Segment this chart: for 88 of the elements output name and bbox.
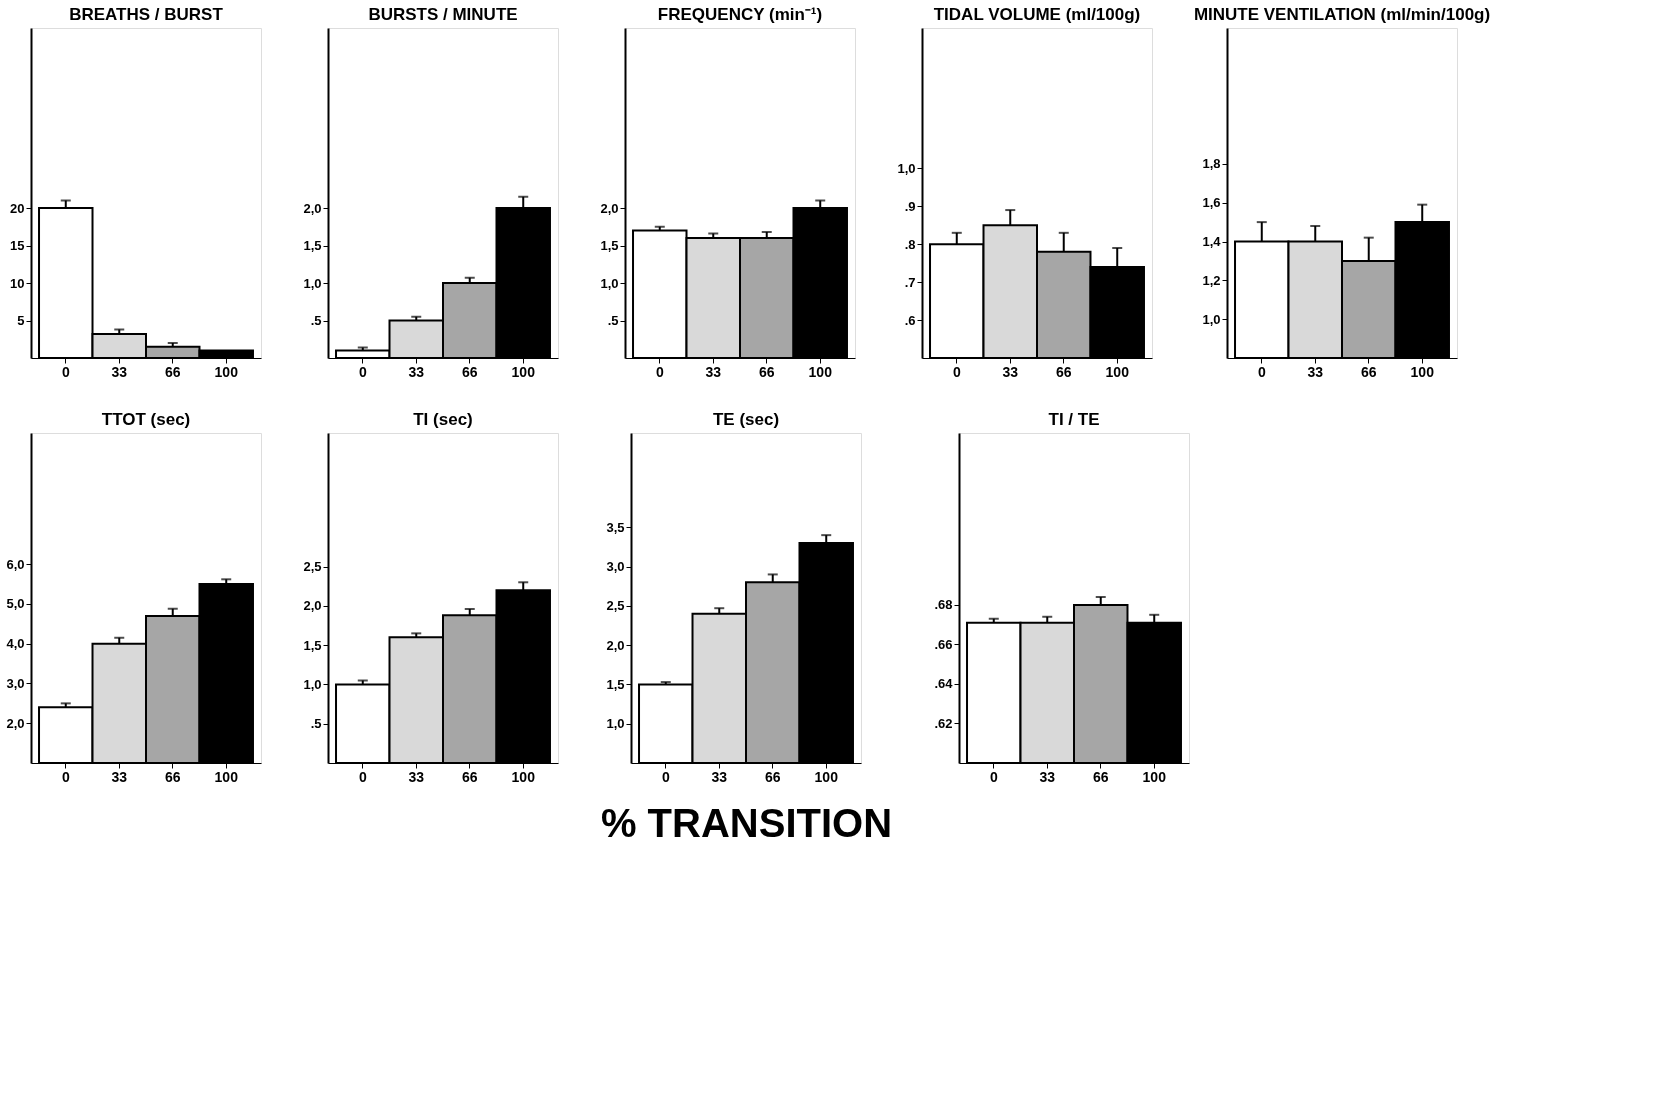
x-tick-label: 33 — [111, 363, 128, 380]
y-tick-label: 1,8 — [1202, 156, 1221, 172]
x-tick-label: 100 — [1105, 363, 1130, 380]
x-tick-label: 0 — [1257, 363, 1266, 380]
x-tick-label: 0 — [358, 363, 367, 380]
y-tick-label: 2,0 — [303, 200, 322, 216]
y-tick-label: .66 — [934, 636, 953, 652]
y-tick-label: 5,0 — [6, 596, 25, 612]
chart-title: TIDAL VOLUME (ml/100g) — [933, 5, 1141, 24]
y-tick-label: .5 — [310, 313, 322, 328]
chart-title: BREATHS / BURST — [69, 5, 224, 24]
y-tick-label: 15 — [10, 238, 25, 253]
y-tick-label: 1,0 — [606, 716, 625, 732]
x-tick-label: 100 — [814, 768, 839, 785]
y-tick-label: .7 — [904, 274, 916, 290]
x-tick-label: 33 — [1307, 363, 1324, 380]
y-tick-label: 1,6 — [1202, 195, 1221, 211]
x-tick-label: 0 — [358, 768, 367, 785]
x-tick-label: 100 — [214, 363, 239, 380]
x-tick-label: 66 — [461, 363, 478, 380]
y-tick-label: 4,0 — [6, 636, 25, 652]
y-tick-label: 10 — [10, 275, 25, 291]
y-tick-label: 1,5 — [303, 238, 322, 253]
y-tick-label: .5 — [310, 716, 322, 732]
x-tick-label: 0 — [989, 768, 998, 785]
y-tick-label: 2,0 — [600, 200, 619, 216]
y-tick-label: 1,5 — [600, 238, 619, 253]
x-tick-label: 0 — [661, 768, 670, 785]
y-tick-label: .6 — [904, 312, 916, 328]
x-tick-label: 33 — [408, 363, 425, 380]
x-tick-label: 33 — [408, 768, 425, 785]
y-tick-label: .64 — [934, 676, 954, 692]
x-tick-label: 33 — [705, 363, 722, 380]
y-tick-label: 20 — [10, 200, 25, 216]
y-tick-label: 1,0 — [600, 275, 619, 291]
x-tick-label: 0 — [655, 363, 664, 380]
y-tick-label: .9 — [904, 198, 916, 214]
y-tick-label: 3,0 — [6, 675, 25, 691]
y-tick-label: 3,0 — [606, 559, 625, 575]
y-tick-label: 1,4 — [1202, 234, 1222, 250]
x-tick-label: 0 — [61, 768, 70, 785]
x-tick-label: 33 — [1039, 768, 1056, 785]
y-tick-label: .8 — [904, 236, 916, 252]
chart-title: TI / TE — [1048, 410, 1100, 429]
y-tick-label: 2,0 — [303, 598, 322, 614]
x-tick-label: 66 — [164, 363, 181, 380]
x-tick-label: 0 — [61, 363, 70, 380]
x-tick-label: 66 — [1055, 363, 1072, 380]
y-tick-label: 2,5 — [303, 559, 322, 575]
y-tick-label: 1,0 — [897, 160, 916, 176]
x-tick-label: 100 — [511, 363, 536, 380]
y-tick-label: 2,5 — [606, 598, 625, 614]
x-tick-label: 66 — [1092, 768, 1109, 785]
y-tick-label: .62 — [934, 715, 953, 731]
y-tick-label: 1,5 — [606, 676, 625, 692]
y-tick-label: 1,0 — [303, 676, 322, 692]
y-tick-label: 1,0 — [1202, 311, 1221, 327]
x-tick-label: 66 — [758, 363, 775, 380]
x-tick-label: 100 — [511, 768, 536, 785]
chart-title: MINUTE VENTILATION (ml/min/100g) — [1193, 5, 1491, 24]
y-tick-label: 1,0 — [303, 275, 322, 291]
x-tick-label: 33 — [1002, 363, 1019, 380]
chart-title: TE (sec) — [712, 410, 780, 429]
x-tick-label: 100 — [214, 768, 239, 785]
x-tick-label: 100 — [1410, 363, 1435, 380]
x-tick-label: 0 — [952, 363, 961, 380]
y-tick-label: 1,2 — [1202, 272, 1221, 288]
y-tick-label: 3,5 — [606, 519, 625, 535]
y-tick-label: 5 — [17, 313, 25, 328]
x-tick-label: 33 — [111, 768, 128, 785]
chart-title: TTOT (sec) — [101, 410, 191, 429]
x-axis-title: % TRANSITION — [600, 800, 893, 845]
y-tick-label: 2,0 — [6, 715, 25, 731]
x-tick-label: 66 — [764, 768, 781, 785]
y-tick-label: 2,0 — [606, 637, 625, 653]
chart-title: BURSTS / MINUTE — [368, 5, 518, 24]
y-tick-label: 6,0 — [6, 556, 25, 572]
x-tick-label: 100 — [808, 363, 833, 380]
y-tick-label: .5 — [607, 313, 619, 328]
x-tick-label: 66 — [461, 768, 478, 785]
x-tick-label: 66 — [1360, 363, 1377, 380]
x-tick-label: 66 — [164, 768, 181, 785]
chart-title: FREQUENCY (min⁻¹) — [657, 5, 823, 24]
y-tick-label: .68 — [934, 597, 953, 613]
y-tick-label: 1,5 — [303, 637, 322, 653]
chart-title: TI (sec) — [413, 410, 473, 429]
x-tick-label: 33 — [711, 768, 728, 785]
x-tick-label: 100 — [1142, 768, 1167, 785]
